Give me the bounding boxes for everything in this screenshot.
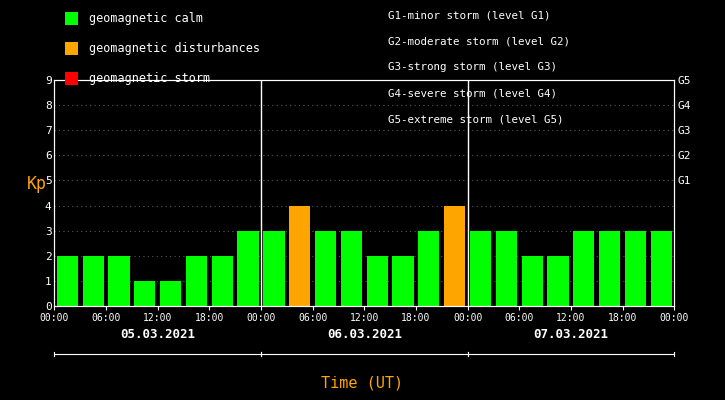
- Text: geomagnetic storm: geomagnetic storm: [89, 72, 210, 85]
- Text: G1-minor storm (level G1): G1-minor storm (level G1): [388, 10, 550, 20]
- Text: 06.03.2021: 06.03.2021: [327, 328, 402, 340]
- Text: Time (UT): Time (UT): [321, 375, 404, 390]
- Bar: [392, 256, 414, 306]
- Bar: [418, 231, 439, 306]
- Bar: [444, 206, 465, 306]
- Bar: [341, 231, 362, 306]
- Bar: [108, 256, 130, 306]
- Bar: [625, 231, 646, 306]
- Text: G5-extreme storm (level G5): G5-extreme storm (level G5): [388, 114, 563, 124]
- Bar: [57, 256, 78, 306]
- Text: G4-severe storm (level G4): G4-severe storm (level G4): [388, 88, 557, 98]
- Bar: [521, 256, 543, 306]
- Text: G3-strong storm (level G3): G3-strong storm (level G3): [388, 62, 557, 72]
- Bar: [263, 231, 284, 306]
- Bar: [289, 206, 310, 306]
- Bar: [83, 256, 104, 306]
- Text: 07.03.2021: 07.03.2021: [534, 328, 608, 340]
- Text: G2-moderate storm (level G2): G2-moderate storm (level G2): [388, 36, 570, 46]
- Text: 05.03.2021: 05.03.2021: [120, 328, 195, 340]
- Y-axis label: Kp: Kp: [27, 175, 46, 193]
- Bar: [651, 231, 672, 306]
- Bar: [186, 256, 207, 306]
- Bar: [212, 256, 233, 306]
- Bar: [496, 231, 517, 306]
- Bar: [599, 231, 621, 306]
- Bar: [160, 281, 181, 306]
- Bar: [134, 281, 155, 306]
- Bar: [470, 231, 491, 306]
- Text: geomagnetic calm: geomagnetic calm: [89, 12, 203, 25]
- Bar: [367, 256, 388, 306]
- Text: geomagnetic disturbances: geomagnetic disturbances: [89, 42, 260, 55]
- Bar: [315, 231, 336, 306]
- Bar: [547, 256, 568, 306]
- Bar: [573, 231, 594, 306]
- Bar: [238, 231, 259, 306]
